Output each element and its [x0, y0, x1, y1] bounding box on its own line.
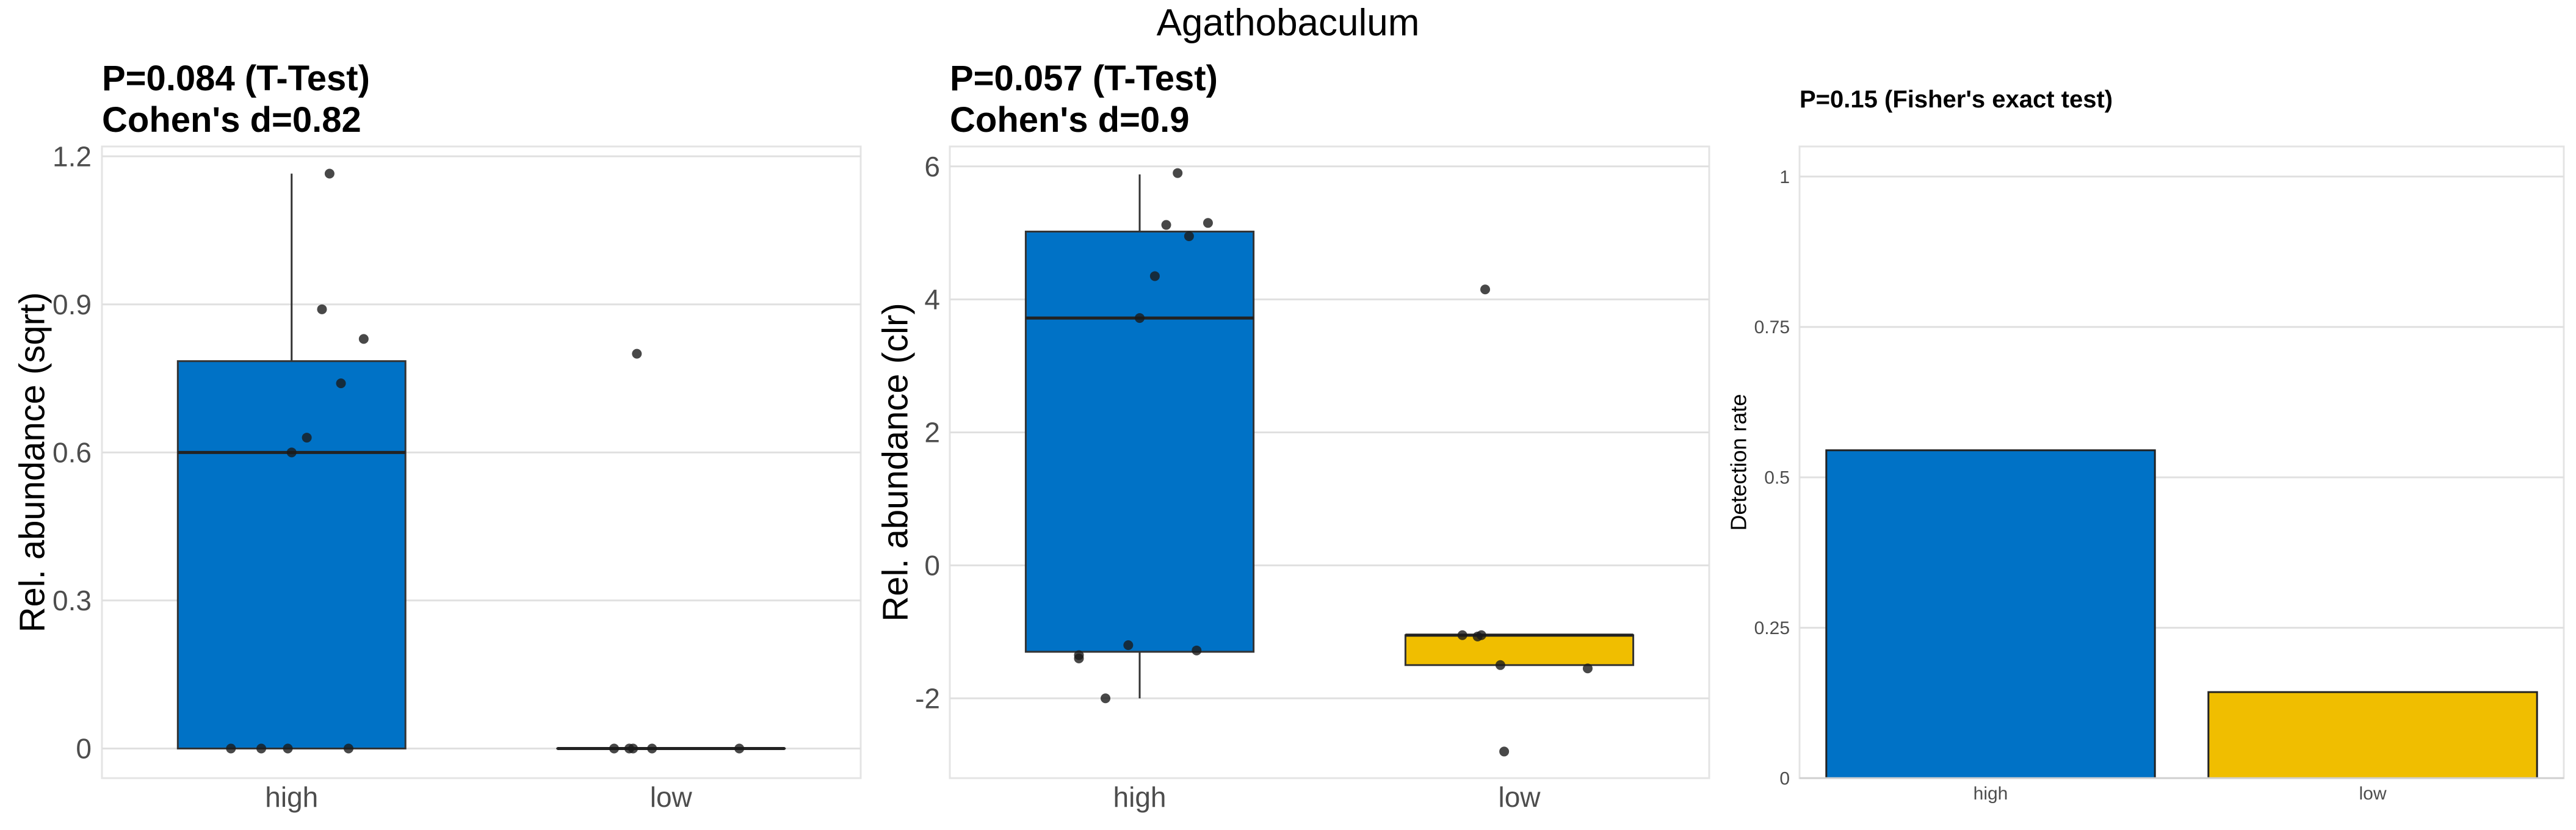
data-point: [324, 168, 335, 179]
data-point: [1161, 220, 1171, 230]
data-point: [1192, 645, 1202, 655]
data-point: [1123, 640, 1134, 651]
chart-title: P=0.057 (T-Test): [950, 59, 1218, 98]
chart-title: P=0.15 (Fisher's exact test): [1800, 86, 2113, 113]
data-point: [647, 743, 657, 754]
data-point: [1457, 630, 1467, 640]
y-tick-label: 0.9: [52, 289, 92, 320]
chart-subtitle: Cohen's d=0.9: [950, 100, 1190, 140]
data-point: [1135, 313, 1145, 323]
data-point: [283, 743, 293, 754]
box-high: [1024, 230, 1255, 653]
chart-subtitle: Cohen's d=0.82: [102, 100, 361, 140]
x-tick-label: low: [650, 781, 693, 813]
y-tick-label: 1: [1779, 167, 1790, 187]
y-tick-label: 0: [924, 549, 940, 581]
y-axis-label: Rel. abundance (sqrt): [12, 292, 52, 633]
data-point: [1184, 231, 1194, 242]
y-tick-label: 0.3: [52, 585, 92, 616]
data-point: [1074, 653, 1084, 663]
x-tick-label: high: [1974, 784, 2008, 804]
data-point: [358, 334, 369, 344]
data-point: [256, 743, 267, 754]
y-tick-label: 4: [924, 284, 940, 316]
data-point: [1495, 660, 1505, 670]
data-point: [336, 378, 346, 389]
x-tick-label: high: [265, 781, 318, 813]
data-point: [317, 304, 327, 314]
y-tick-label: 0.6: [52, 436, 92, 468]
chart-3: 0 0.25 0.5 0.75 1 P=0.15 (Fisher's exact test…: [1726, 86, 2565, 804]
y-tick-label: 0.5: [1764, 468, 1790, 488]
y-tick-label: 0: [76, 733, 92, 765]
y-tick-label: 0: [1779, 769, 1790, 789]
bar-high: [1825, 449, 2156, 779]
x-tick-label: low: [1498, 781, 1541, 813]
chart-title: P=0.084 (T-Test): [102, 59, 370, 98]
y-tick-label: 2: [924, 417, 940, 449]
data-point: [343, 743, 353, 754]
box-high: [176, 360, 407, 749]
data-point: [1101, 693, 1111, 704]
data-point: [734, 743, 745, 754]
data-point: [286, 447, 297, 458]
data-point: [1499, 746, 1510, 757]
data-point: [226, 743, 236, 754]
x-tick-label: high: [1113, 781, 1167, 813]
y-axis-label: Detection rate: [1726, 394, 1751, 530]
data-point: [609, 743, 620, 754]
chart-2: -2 0 2 4 6 P=0.057 (T-Test)Cohen's d=0.9 Rel. …: [875, 59, 1710, 813]
bar-low: [2207, 691, 2538, 779]
y-tick-label: 0.75: [1754, 317, 1790, 337]
y-tick-label: 1.2: [52, 140, 92, 172]
data-point: [302, 433, 312, 443]
x-tick-label: low: [2359, 784, 2386, 804]
y-tick-label: -2: [915, 682, 940, 714]
data-point: [1173, 168, 1183, 178]
chart-1: 0 0.3 0.6 0.9 1.2 P=0.084 (T-Test)Cohen's d=0…: [12, 59, 862, 813]
y-tick-label: 0.25: [1754, 618, 1790, 638]
data-point: [1149, 271, 1160, 281]
y-tick-label: 6: [924, 151, 940, 182]
data-point: [632, 348, 642, 359]
y-axis-label: Rel. abundance (clr): [875, 303, 915, 621]
data-point: [1582, 663, 1593, 674]
data-point: [1472, 631, 1483, 641]
data-point: [1203, 218, 1213, 228]
data-point: [624, 743, 634, 754]
box-low: [1404, 634, 1635, 666]
data-point: [1480, 284, 1491, 295]
figure-title: Agathobaculum: [1156, 2, 1420, 44]
